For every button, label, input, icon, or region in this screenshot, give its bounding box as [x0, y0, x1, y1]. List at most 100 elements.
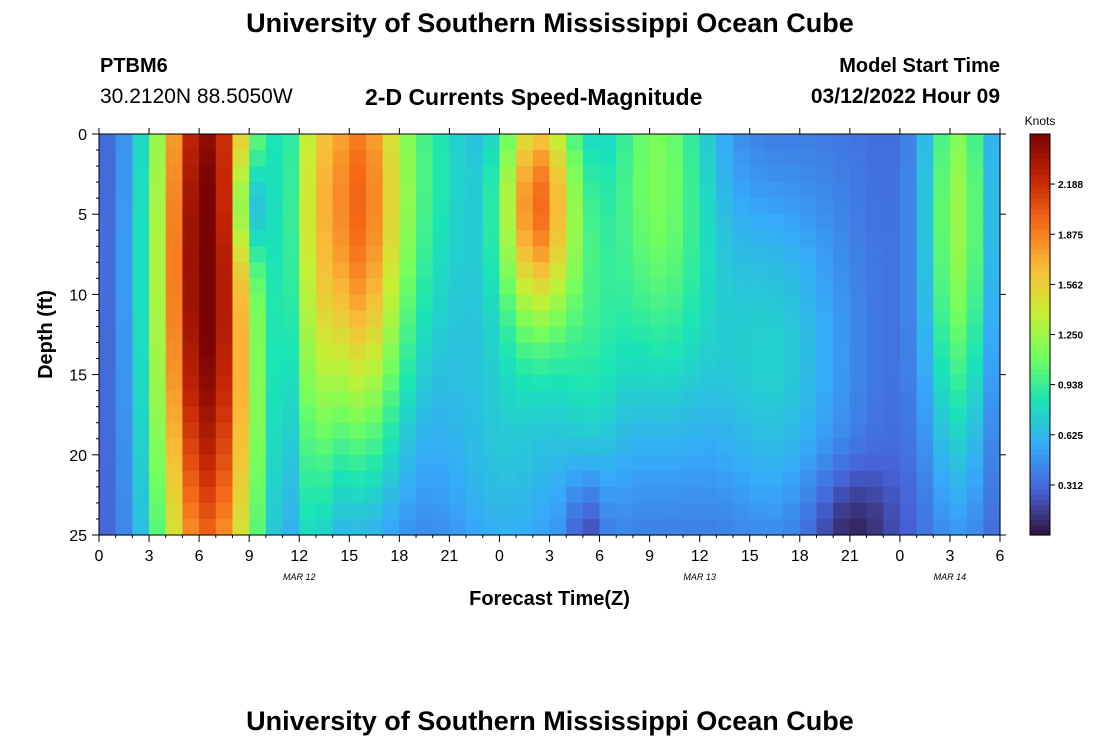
heatmap-cell: [115, 214, 133, 231]
heatmap-cell: [699, 182, 717, 199]
heatmap-cell: [499, 502, 517, 520]
colorbar-tick-label: 2.188: [1058, 180, 1083, 191]
heatmap-cell: [799, 438, 818, 456]
colorbar-segment: [1030, 294, 1050, 301]
colorbar-segment: [1030, 524, 1050, 531]
heatmap-cell: [332, 422, 350, 440]
heatmap-cell: [365, 198, 384, 215]
heatmap-cell: [215, 134, 234, 151]
heatmap-cell: [766, 230, 784, 247]
heatmap-cell: [132, 518, 150, 536]
heatmap-cell: [883, 454, 901, 472]
heatmap-cell: [132, 422, 150, 440]
heatmap-cell: [349, 150, 367, 167]
heatmap-cell: [699, 262, 717, 279]
colorbar-segment: [1030, 384, 1050, 391]
heatmap-cell: [249, 326, 267, 344]
heatmap-cell: [382, 182, 400, 199]
x-tick-label: 15: [340, 548, 358, 565]
colorbar-segment: [1030, 249, 1050, 255]
heatmap-cell: [399, 422, 417, 440]
heatmap-cell: [899, 358, 918, 376]
colorbar-segment: [1030, 354, 1050, 361]
heatmap-cell: [783, 166, 801, 183]
heatmap-cell: [516, 150, 534, 167]
heatmap-cell: [165, 326, 184, 344]
heatmap-cell: [616, 358, 634, 376]
heatmap-cell: [833, 358, 851, 376]
heatmap-cell: [883, 134, 901, 151]
heatmap-cell: [132, 438, 150, 456]
heatmap-cell: [182, 326, 200, 344]
heatmap-cell: [99, 198, 117, 215]
heatmap-cell: [666, 518, 684, 536]
heatmap-cell: [265, 166, 284, 183]
heatmap-cell: [632, 486, 651, 504]
heatmap-cell: [966, 502, 984, 520]
heatmap-cell: [299, 310, 317, 328]
heatmap-cell: [416, 294, 434, 312]
heatmap-cell: [282, 518, 300, 536]
heatmap-cell: [749, 198, 768, 215]
station-id: PTBM6: [100, 55, 168, 77]
heatmap-cell: [549, 470, 567, 488]
heatmap-cell: [649, 358, 667, 376]
heatmap-cell: [382, 422, 400, 440]
heatmap-cell: [983, 262, 1001, 279]
heatmap-cell: [149, 198, 167, 215]
heatmap-cell: [549, 230, 567, 247]
heatmap-cell: [549, 278, 567, 295]
heatmap-cell: [249, 422, 267, 440]
heatmap-cell: [749, 406, 768, 424]
heatmap-cell: [682, 486, 701, 504]
heatmap-cell: [916, 230, 934, 247]
heatmap-cell: [115, 502, 133, 520]
heatmap-cell: [599, 374, 617, 392]
heatmap-cell: [699, 390, 717, 408]
heatmap-cell: [499, 150, 517, 167]
heatmap-cell: [749, 150, 768, 167]
heatmap-cell: [582, 502, 601, 520]
heatmap-cell: [783, 182, 801, 199]
heatmap-cell: [249, 278, 267, 295]
heatmap-cell: [933, 294, 951, 312]
heatmap-cell: [516, 502, 534, 520]
heatmap-cell: [449, 326, 467, 344]
heatmap-cell: [516, 518, 534, 536]
heatmap-cell: [399, 294, 417, 312]
x-tick-label: 12: [290, 548, 308, 565]
heatmap-cell: [783, 278, 801, 295]
heatmap-cell: [499, 470, 517, 488]
heatmap-cell: [899, 230, 918, 247]
heatmap-cell: [265, 358, 284, 376]
heatmap-cell: [899, 374, 918, 392]
heatmap-cell: [883, 230, 901, 247]
heatmap-cell: [332, 182, 350, 199]
colorbar-segment: [1030, 429, 1050, 436]
heatmap-cell: [933, 438, 951, 456]
heatmap-cell: [933, 518, 951, 536]
heatmap-cell: [599, 198, 617, 215]
heatmap-cell: [199, 246, 217, 263]
heatmap-cell: [566, 246, 584, 263]
heatmap-cell: [916, 326, 934, 344]
heatmap-cell: [382, 502, 400, 520]
heatmap-cell: [516, 166, 534, 183]
heatmap-cell: [983, 150, 1001, 167]
heatmap-cell: [699, 134, 717, 151]
heatmap-cell: [382, 278, 400, 295]
heatmap-cell: [866, 182, 884, 199]
heatmap-cell: [365, 326, 384, 344]
heatmap-cell: [149, 294, 167, 312]
heatmap-cell: [282, 198, 300, 215]
heatmap-cell: [516, 198, 534, 215]
heatmap-cell: [766, 294, 784, 312]
heatmap-cell: [966, 390, 984, 408]
heatmap-cell: [783, 326, 801, 344]
heatmap-cell: [416, 326, 434, 344]
heatmap-cell: [182, 438, 200, 456]
heatmap-cell: [582, 486, 601, 504]
heatmap-cell: [332, 166, 350, 183]
heatmap-cell: [599, 342, 617, 360]
heatmap-cell: [532, 454, 551, 472]
